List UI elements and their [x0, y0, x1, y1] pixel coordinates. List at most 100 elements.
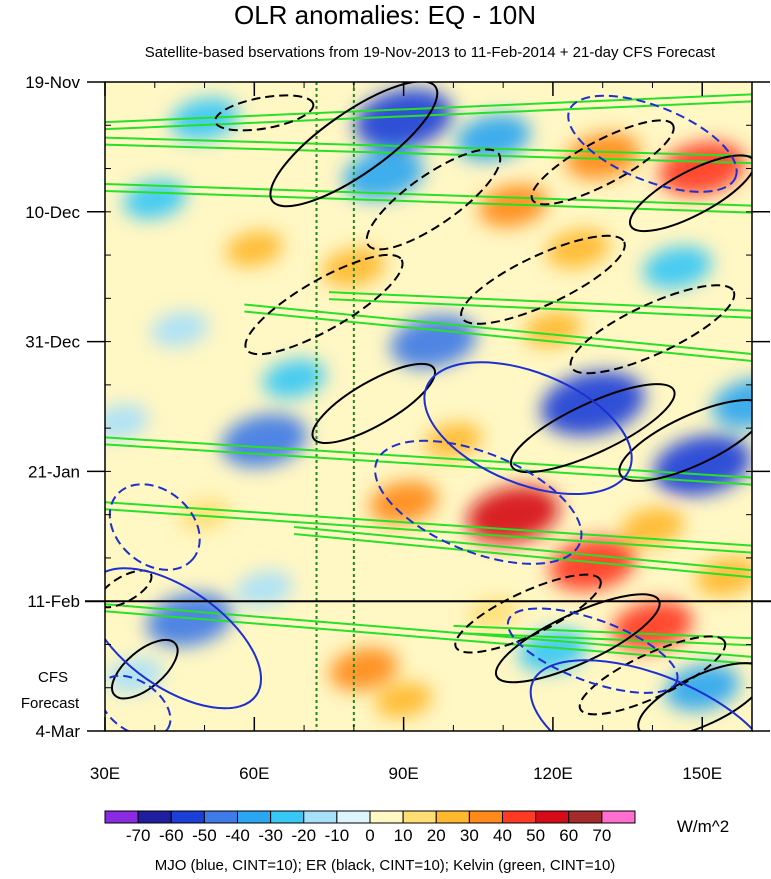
colorbar-swatch-4 — [237, 810, 272, 824]
er-contour-1 — [269, 82, 439, 208]
colorbar-level-label: 20 — [427, 826, 446, 845]
colorbar-level-label: 10 — [394, 826, 413, 845]
colorbar-level-label: -10 — [325, 826, 350, 845]
olr-anomaly-blob-30 — [664, 664, 740, 711]
mjo-contours — [105, 94, 752, 731]
er-contour-4 — [628, 154, 752, 233]
er-contour-2 — [365, 148, 502, 251]
colorbar-swatch-8 — [369, 810, 404, 824]
y-tick-label: 19-Nov — [25, 73, 80, 92]
er-contour-7 — [460, 234, 626, 325]
colorbar-swatch-5 — [270, 810, 305, 824]
er-contour-6 — [311, 362, 437, 444]
colorbar-level-label: 70 — [592, 826, 611, 845]
mjo-contour-0 — [567, 94, 738, 193]
colorbar-swatch-0 — [104, 810, 139, 824]
olr-anomaly-blob-31 — [329, 647, 399, 691]
olr-anomaly-blob-18 — [711, 378, 752, 429]
olr-anomaly-blob-25 — [621, 507, 684, 547]
colorbar-level-label: -20 — [291, 826, 316, 845]
kelvin-contour-5 — [105, 436, 752, 486]
forecast-label-line2: Forecast — [21, 695, 80, 712]
colorbar-swatch-14 — [568, 810, 603, 824]
er-contour-9 — [509, 383, 676, 474]
olr-anomaly-blob-3 — [123, 179, 187, 219]
colorbar-swatch-15 — [601, 810, 636, 824]
mjo-contour-4 — [105, 567, 263, 710]
mjo-contour-5 — [105, 674, 172, 731]
olr-anomaly-blob-9 — [225, 231, 283, 267]
colorbar-swatch-6 — [303, 810, 338, 824]
olr-anomaly-blob-23 — [369, 480, 438, 524]
kelvin-contour-3 — [328, 291, 752, 319]
colorbar-level-label: -30 — [258, 826, 283, 845]
olr-anomaly-blob-11 — [642, 246, 712, 289]
er-contour-0 — [214, 94, 315, 132]
er-contour-11 — [454, 573, 602, 654]
er-contour-10 — [618, 399, 752, 482]
er-contours — [105, 82, 752, 731]
colorbar-swatch-2 — [170, 810, 205, 824]
er-contour-14 — [637, 662, 752, 731]
mjo-contour-3 — [108, 483, 201, 571]
y-tick-label: 4-Mar — [36, 722, 81, 741]
colorbar-swatch-7 — [336, 810, 371, 824]
contour-caption: MJO (blue, CINT=10); ER (black, CINT=10)… — [155, 857, 616, 874]
forecast-label-line1: CFS — [38, 669, 68, 686]
mjo-contour-7 — [529, 659, 752, 731]
kelvin-contour-1 — [105, 136, 752, 165]
colorbar-level-label: -60 — [159, 826, 184, 845]
colorbar-swatch-9 — [402, 810, 437, 824]
colorbar-units: W/m^2 — [677, 817, 729, 836]
colorbar-level-label: -40 — [225, 826, 250, 845]
x-tick-label: 30E — [90, 764, 120, 783]
colorbar-swatch-10 — [435, 810, 470, 824]
olr-anomaly-blob-16 — [540, 371, 645, 436]
olr-anomaly-blob-13 — [262, 359, 326, 399]
kelvin-contour-6 — [105, 501, 752, 554]
colorbar-level-label: 0 — [365, 826, 374, 845]
olr-anomaly-blob-2 — [170, 97, 239, 141]
kelvin-contour-9 — [453, 624, 752, 647]
colorbar-swatch-1 — [137, 810, 172, 824]
colorbar-level-label: 60 — [559, 826, 578, 845]
plot-area — [105, 82, 752, 731]
colorbar-swatch-13 — [535, 810, 570, 824]
er-contour-16 — [105, 569, 153, 609]
colorbar-swatch-12 — [502, 810, 537, 824]
colorbar-swatch-11 — [468, 810, 503, 824]
mjo-contour-2 — [374, 439, 583, 565]
x-axis: 30E 60E 90E 120E 150E — [90, 82, 753, 783]
chart-subtitle: Satellite-based bservations from 19-Nov-… — [145, 44, 716, 61]
olr-anomaly-blob-35 — [375, 682, 433, 718]
y-axis: 19-Nov 10-Dec 31-Dec 21-Jan 11-Feb 4-Mar — [25, 73, 770, 741]
y-tick-label: 21-Jan — [28, 462, 80, 481]
kelvin-contour-7 — [294, 526, 752, 579]
mjo-contour-1 — [423, 361, 633, 496]
x-tick-label: 120E — [533, 764, 573, 783]
chart-title: OLR anomalies: EQ - 10N — [234, 0, 536, 30]
er-contour-3 — [530, 119, 675, 206]
olr-anomaly-blob-29 — [235, 571, 293, 607]
olr-anomaly-blob-27 — [146, 592, 233, 647]
olr-anomaly-blob-32 — [612, 600, 693, 651]
er-contour-15 — [111, 638, 179, 700]
x-tick-label: 60E — [239, 764, 269, 783]
x-tick-label: 150E — [682, 764, 722, 783]
kelvin-contour-4 — [244, 303, 752, 362]
olr-anomaly-blob-36 — [467, 597, 519, 630]
olr-anomaly-blob-14 — [151, 311, 209, 347]
kelvin-contour-2 — [105, 182, 752, 214]
colorbar-level-label: 40 — [493, 826, 512, 845]
olr-anomaly-blob-1 — [343, 149, 424, 200]
olr-anomaly-blob-15 — [524, 311, 582, 347]
colorbar-level-label: 50 — [526, 826, 545, 845]
colorbar-level-label: -50 — [192, 826, 217, 845]
colorbar-level-label: -70 — [126, 826, 151, 845]
x-tick-label: 90E — [388, 764, 418, 783]
olr-anomaly-blob-26 — [178, 498, 231, 531]
olr-anomaly-blob-24 — [549, 537, 636, 591]
olr-anomaly-blob-10 — [546, 229, 610, 269]
er-contour-5 — [244, 253, 404, 356]
